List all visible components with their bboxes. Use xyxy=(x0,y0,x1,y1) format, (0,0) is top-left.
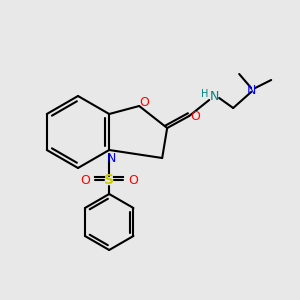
Text: O: O xyxy=(139,97,149,110)
Text: H: H xyxy=(202,89,209,99)
Text: S: S xyxy=(104,173,114,187)
Text: O: O xyxy=(80,173,90,187)
Text: N: N xyxy=(247,83,256,97)
Text: O: O xyxy=(128,173,138,187)
Text: O: O xyxy=(190,110,200,122)
Text: N: N xyxy=(209,91,219,103)
Text: N: N xyxy=(106,152,116,164)
